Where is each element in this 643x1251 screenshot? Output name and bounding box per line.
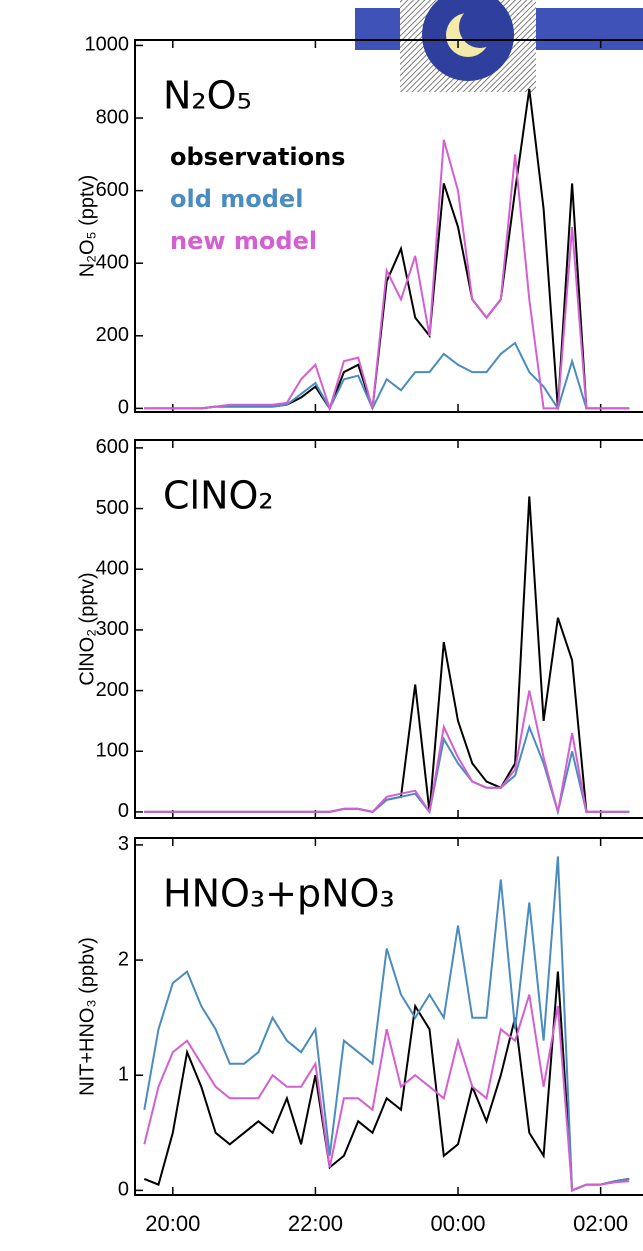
y-tick-label: 2 <box>118 948 129 970</box>
data-line <box>143 856 630 1192</box>
y-axis-label: NIT+HNO₃ (ppbv) <box>76 937 98 1096</box>
y-tick-label: 400 <box>96 251 129 273</box>
x-tick-label: 00:00 <box>430 1211 485 1236</box>
y-tick-label: 400 <box>96 558 129 580</box>
data-line <box>144 690 630 815</box>
x-tick-label: 02:00 <box>573 1211 628 1236</box>
y-tick-label: 0 <box>118 397 129 419</box>
legend-entry: new model <box>170 227 317 255</box>
plot-frame <box>134 39 643 413</box>
y-tick-label: 0 <box>118 800 129 822</box>
y-tick-label: 1 <box>118 1064 129 1086</box>
plot-frame <box>134 439 643 819</box>
x-tick-label: 22:00 <box>288 1211 343 1236</box>
y-tick-label: 1000 <box>85 34 130 56</box>
y-tick-label: 200 <box>96 324 129 346</box>
plot-frame <box>134 837 643 1196</box>
y-tick-label: 200 <box>96 679 129 701</box>
data-line <box>144 139 630 412</box>
x-tick-label: 20:00 <box>145 1211 200 1236</box>
panel-label: HNO₃+pNO₃ <box>163 872 395 916</box>
y-tick-label: 100 <box>96 740 129 762</box>
data-line <box>144 723 630 816</box>
panel-label: N₂O₅ <box>163 74 252 118</box>
data-line <box>144 496 630 813</box>
y-tick-label: 600 <box>96 179 129 201</box>
panel-label: ClNO₂ <box>163 474 274 518</box>
y-axis-label: ClNO₂ (pptv) <box>76 572 98 685</box>
y-tick-label: 800 <box>96 106 129 128</box>
data-line <box>143 994 630 1192</box>
legend-entry: observations <box>170 143 345 171</box>
data-line <box>143 971 630 1192</box>
y-tick-label: 300 <box>96 618 129 640</box>
y-axis-label: N₂O₅ (pptv) <box>76 175 98 278</box>
y-tick-label: 500 <box>96 497 129 519</box>
y-tick-label: 3 <box>118 833 129 855</box>
y-tick-label: 0 <box>118 1179 129 1201</box>
legend-entry: old model <box>170 185 303 213</box>
y-tick-label: 600 <box>96 436 129 458</box>
data-line <box>144 341 630 411</box>
night-icon <box>355 0 643 92</box>
